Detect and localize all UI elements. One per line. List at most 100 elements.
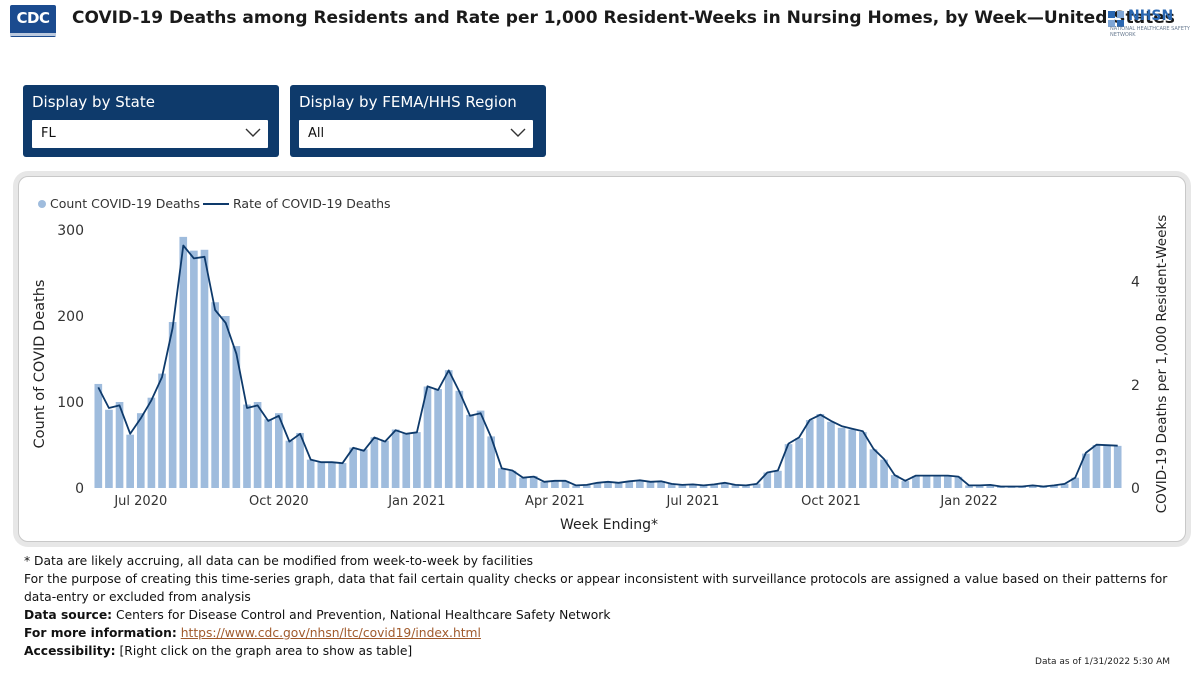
bar[interactable]: [816, 414, 825, 488]
bar[interactable]: [667, 483, 676, 488]
bar[interactable]: [742, 485, 750, 488]
bar[interactable]: [933, 475, 941, 488]
bar[interactable]: [636, 480, 644, 488]
rate-line[interactable]: [97, 244, 1118, 488]
bar[interactable]: [1092, 445, 1101, 488]
bar[interactable]: [784, 444, 793, 488]
bar[interactable]: [296, 432, 304, 488]
bar[interactable]: [774, 470, 782, 488]
bar[interactable]: [582, 484, 591, 488]
bar[interactable]: [190, 250, 198, 488]
bar[interactable]: [869, 449, 878, 488]
bar[interactable]: [211, 302, 219, 488]
bar[interactable]: [497, 468, 506, 488]
bar[interactable]: [1060, 483, 1069, 488]
bar[interactable]: [243, 404, 251, 488]
bar[interactable]: [391, 429, 400, 488]
bar[interactable]: [444, 370, 453, 488]
bar[interactable]: [179, 236, 188, 488]
bar[interactable]: [328, 462, 336, 488]
bar[interactable]: [625, 481, 634, 488]
bar[interactable]: [965, 485, 973, 488]
bar[interactable]: [805, 420, 814, 488]
bar[interactable]: [519, 477, 527, 488]
bar[interactable]: [413, 432, 421, 488]
bar[interactable]: [455, 390, 464, 488]
bar[interactable]: [285, 440, 294, 488]
bar[interactable]: [94, 383, 103, 488]
bar[interactable]: [264, 419, 273, 488]
bar[interactable]: [731, 484, 740, 488]
bar[interactable]: [1103, 445, 1111, 488]
bar[interactable]: [827, 421, 835, 488]
bar[interactable]: [434, 389, 442, 488]
bar[interactable]: [1082, 453, 1090, 488]
bar[interactable]: [540, 481, 549, 488]
bar[interactable]: [1050, 485, 1058, 488]
bar[interactable]: [678, 484, 687, 488]
bar[interactable]: [487, 436, 496, 488]
x-tick-label: Jan 2022: [939, 494, 997, 509]
bar[interactable]: [859, 432, 867, 488]
bar[interactable]: [402, 432, 411, 488]
bar[interactable]: [604, 481, 612, 488]
region-select[interactable]: All: [299, 120, 533, 148]
bar[interactable]: [1113, 445, 1122, 488]
state-select[interactable]: FL: [32, 120, 268, 148]
bar[interactable]: [561, 481, 570, 488]
bar[interactable]: [338, 463, 347, 488]
bar[interactable]: [370, 437, 379, 488]
bar[interactable]: [646, 481, 655, 488]
bar[interactable]: [232, 346, 241, 488]
bar[interactable]: [890, 475, 899, 488]
bar[interactable]: [795, 438, 803, 488]
bar[interactable]: [200, 249, 209, 488]
bar[interactable]: [657, 481, 665, 488]
bar[interactable]: [306, 459, 315, 488]
bar[interactable]: [359, 449, 368, 488]
bar[interactable]: [105, 409, 113, 488]
bar[interactable]: [466, 414, 474, 488]
bar[interactable]: [115, 402, 124, 488]
bar[interactable]: [837, 427, 846, 488]
bar[interactable]: [710, 484, 719, 488]
bar[interactable]: [572, 485, 580, 488]
bar[interactable]: [529, 475, 538, 488]
bar[interactable]: [551, 481, 559, 488]
bar[interactable]: [147, 397, 156, 488]
bar[interactable]: [689, 484, 697, 488]
bar[interactable]: [221, 316, 230, 488]
bar[interactable]: [699, 485, 708, 488]
bar[interactable]: [901, 481, 910, 488]
bar[interactable]: [848, 429, 857, 488]
bar[interactable]: [381, 440, 389, 488]
bar[interactable]: [922, 475, 931, 488]
deaths-chart[interactable]: Count COVID-19 Deaths Rate of COVID-19 D…: [19, 177, 1185, 541]
bar[interactable]: [317, 462, 326, 488]
bar[interactable]: [275, 413, 283, 488]
bar[interactable]: [168, 322, 177, 488]
bar[interactable]: [253, 402, 262, 488]
bar[interactable]: [986, 484, 995, 488]
bar[interactable]: [912, 475, 920, 488]
bar[interactable]: [752, 483, 761, 488]
bar[interactable]: [158, 373, 166, 488]
bar[interactable]: [1028, 485, 1037, 488]
bar[interactable]: [880, 459, 888, 488]
bar[interactable]: [763, 472, 772, 488]
bar[interactable]: [1071, 477, 1080, 488]
bar[interactable]: [423, 386, 432, 488]
bar[interactable]: [349, 447, 357, 488]
bar[interactable]: [943, 475, 952, 488]
bar[interactable]: [614, 482, 623, 488]
chart-card[interactable]: Count COVID-19 Deaths Rate of COVID-19 D…: [18, 176, 1186, 542]
bar[interactable]: [476, 410, 485, 488]
bar[interactable]: [954, 476, 963, 488]
bar[interactable]: [136, 413, 145, 488]
bar[interactable]: [508, 470, 517, 488]
bar[interactable]: [720, 482, 729, 488]
bar[interactable]: [593, 482, 602, 488]
bar[interactable]: [975, 485, 984, 488]
info-link[interactable]: https://www.cdc.gov/nhsn/ltc/covid19/ind…: [180, 626, 481, 640]
bar[interactable]: [126, 434, 134, 488]
